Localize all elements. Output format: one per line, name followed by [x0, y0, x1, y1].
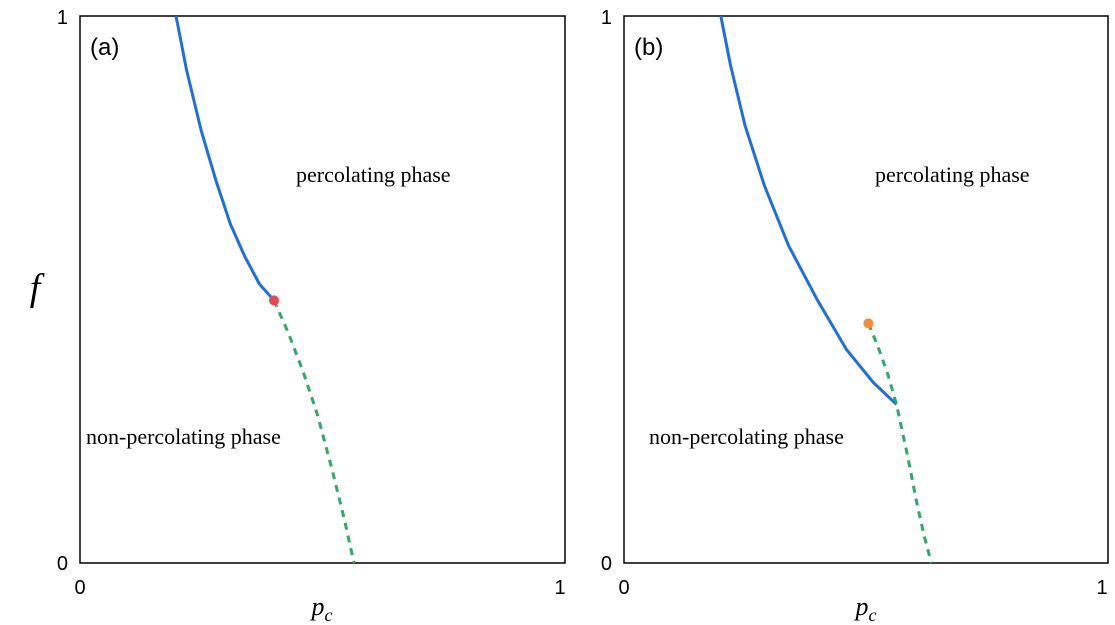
panel-b-series-layer [719, 15, 933, 564]
panel-a-x-axis-label: pc [310, 592, 333, 625]
panel-b-x-tick-right: 1 [1096, 577, 1107, 599]
panel-b-x-tick-left: 0 [618, 577, 629, 599]
panel-a-y-tick-bottom: 0 [57, 553, 68, 575]
panel-a-y-tick-top: 1 [57, 7, 68, 29]
panel-a-x-axis-label-base: p [310, 592, 325, 621]
panel-a-percolating-label: percolating phase [296, 162, 451, 187]
panel-b-x-axis-label-base: p [854, 592, 869, 621]
panel-b: (b) percolating phase non-percolating ph… [601, 7, 1109, 625]
panel-a-x-tick-right: 1 [554, 577, 565, 599]
panel-a-label: (a) [90, 34, 119, 61]
panel-b-x-axis-label-sub: c [869, 605, 877, 625]
panel-a-x-tick-left: 0 [74, 577, 85, 599]
panel-b-percolating-label: percolating phase [875, 162, 1030, 187]
panel-b-x-axis-label: pc [854, 592, 877, 625]
panel-b-y-tick-top: 1 [601, 7, 612, 29]
panel-a-x-axis-label-sub: c [325, 605, 333, 625]
panel-b-label: (b) [634, 34, 663, 61]
panel-a-critical-point [269, 295, 279, 306]
panel-b-non-percolating-label: non-percolating phase [649, 424, 844, 449]
panel-a-frame [79, 15, 566, 564]
panel-b-frame [623, 15, 1109, 564]
panel-b-dashed-curve [867, 322, 933, 564]
panel-a: (a) percolating phase non-percolating ph… [30, 7, 566, 625]
panel-a-dashed-curve [272, 299, 356, 564]
panel-a-non-percolating-label: non-percolating phase [86, 424, 281, 449]
panel-a-solid-curve [174, 15, 276, 302]
panel-b-critical-point [863, 318, 874, 329]
panel-b-y-tick-bottom: 0 [601, 553, 612, 575]
panel-a-y-axis-label: f [30, 267, 45, 309]
panel-a-series-layer [174, 15, 356, 564]
panel-b-solid-curve [719, 15, 898, 406]
